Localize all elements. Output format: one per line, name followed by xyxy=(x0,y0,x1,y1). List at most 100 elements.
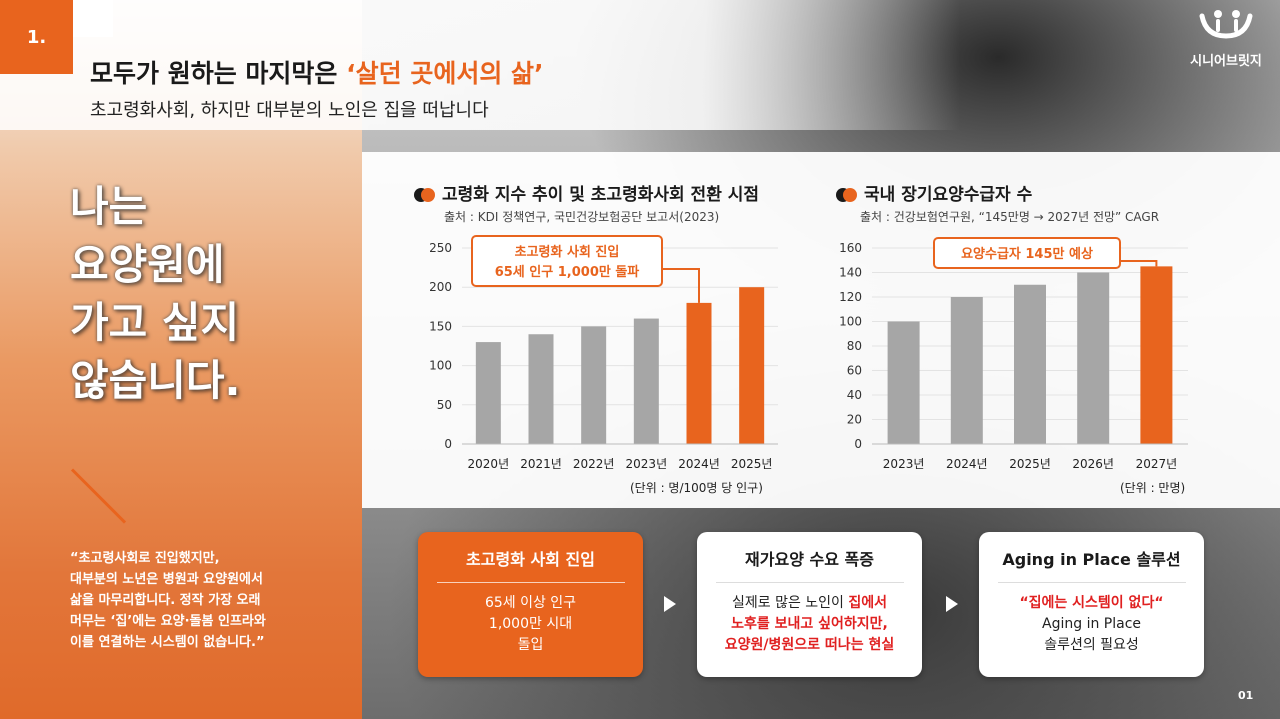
title-prefix: 모두가 원하는 마지막은 xyxy=(90,59,347,88)
bar xyxy=(475,342,501,444)
y-tick-label: 60 xyxy=(847,364,862,378)
callout-text: 65세 인구 1,000만 돌파 xyxy=(495,264,640,280)
quote-line: 대부분의 노년은 병원과 요양원에서 xyxy=(70,572,263,587)
card-1-body: 65세 이상 인구 1,000만 시대 돌입 xyxy=(418,593,643,656)
chart-2-title: 국내 장기요양수급자 수 xyxy=(836,180,1032,205)
y-tick-label: 40 xyxy=(847,388,862,402)
chart-1-svg: 0 50 100 150 200 250 2020년 2021년 2022년 2023년 2024년… xyxy=(429,235,778,471)
y-tick-label: 100 xyxy=(429,359,452,373)
bullet-dots-icon xyxy=(836,188,858,202)
card-text: 실제로 많은 노인이 xyxy=(731,595,849,611)
y-tick-label: 100 xyxy=(839,315,862,329)
card-divider xyxy=(715,582,904,583)
bar xyxy=(1140,266,1173,444)
page-title: 모두가 원하는 마지막은 ‘살던 곳에서의 삶’ xyxy=(90,54,544,90)
card-line: 돌입 xyxy=(517,637,544,653)
quote-line: 삶을 마무리합니다. 정작 가장 오래 xyxy=(70,593,261,608)
y-tick-label: 0 xyxy=(444,437,452,451)
card-emphasis: “집에는 시스템이 없다“ xyxy=(1019,595,1164,611)
y-tick-label: 120 xyxy=(839,290,862,304)
chart-1-title: 고령화 지수 추이 및 초고령화사회 전환 시점 xyxy=(414,180,759,205)
card-emphasis: 집에서 xyxy=(848,595,888,611)
title-highlight: ‘살던 곳에서의 삶’ xyxy=(346,59,544,88)
x-tick-label: 2025년 xyxy=(731,457,773,471)
card-line: 1,000만 시대 xyxy=(488,616,573,632)
section-number: 1. xyxy=(0,0,73,74)
card-emphasis: 요양원/병원으로 떠나는 현실 xyxy=(724,637,895,653)
card-line: 65세 이상 인구 xyxy=(484,595,577,611)
card-line: 솔루션의 필요성 xyxy=(1044,637,1139,653)
headline-line: 요양원에 xyxy=(70,240,225,289)
callout-box xyxy=(933,237,1121,269)
card-2-body: 실제로 많은 노인이 집에서 노후를 보내고 싶어하지만, 요양원/병원으로 떠… xyxy=(697,593,922,656)
x-tick-label: 2024년 xyxy=(678,457,720,471)
bar xyxy=(950,297,983,444)
headline-statement: 나는 요양원에 가고 싶지 않습니다. xyxy=(70,178,241,410)
card-divider xyxy=(436,582,625,583)
bar xyxy=(581,326,607,444)
chart-2-title-text: 국내 장기요양수급자 수 xyxy=(864,185,1033,205)
x-tick-label: 2027년 xyxy=(1136,457,1178,471)
bar xyxy=(686,302,712,444)
x-tick-label: 2023년 xyxy=(626,457,668,471)
bar xyxy=(633,318,659,444)
y-tick-label: 80 xyxy=(847,339,862,353)
callout-text: 초고령화 사회 진입 xyxy=(515,244,620,260)
card-line: 실제로 많은 노인이 집에서 xyxy=(697,593,922,614)
chart-2-source: 출처 : 건강보험연구원, “145만명 → 2027년 전망” CAGR xyxy=(860,210,1160,224)
arrow-right-icon xyxy=(664,596,676,612)
section-number-accent xyxy=(73,0,113,37)
card-aging-in-place: Aging in Place 솔루션 “집에는 시스템이 없다“ Aging i… xyxy=(979,532,1204,677)
y-tick-label: 0 xyxy=(854,437,862,451)
card-divider xyxy=(997,582,1186,583)
bar xyxy=(739,287,765,444)
chart-1-title-text: 고령화 지수 추이 및 초고령화사회 전환 시점 xyxy=(442,185,760,205)
card-home-care-demand: 재가요양 수요 폭증 실제로 많은 노인이 집에서 노후를 보내고 싶어하지만,… xyxy=(697,532,922,677)
card-2-title: 재가요양 수요 폭증 xyxy=(745,550,874,569)
logo-icon xyxy=(1199,10,1253,39)
y-tick-label: 200 xyxy=(429,280,452,294)
y-tick-label: 150 xyxy=(429,319,452,333)
headline-line: 않습니다. xyxy=(70,356,241,405)
arrow-right-icon xyxy=(946,596,958,612)
logo: 시니어브릿지 xyxy=(1180,8,1272,70)
bar xyxy=(1077,272,1110,444)
card-super-aged-society: 초고령화 사회 진입 65세 이상 인구 1,000만 시대 돌입 xyxy=(418,532,643,677)
x-tick-label: 2023년 xyxy=(883,457,925,471)
card-3-body: “집에는 시스템이 없다“ Aging in Place 솔루션의 필요성 xyxy=(979,593,1204,656)
quote-line: “초고령사회로 진입했지만, xyxy=(70,551,220,566)
x-tick-label: 2021년 xyxy=(520,457,562,471)
quote-line: 머무는 ‘집’에는 요양·돌봄 인프라와 xyxy=(70,614,266,629)
callout-box xyxy=(471,235,663,287)
chart-panel: 고령화 지수 추이 및 초고령화사회 전환 시점 출처 : KDI 정책연구, … xyxy=(362,152,1280,508)
card-line: Aging in Place xyxy=(1042,616,1141,632)
y-tick-label: 160 xyxy=(839,241,862,255)
callout-connector xyxy=(662,268,700,303)
card-emphasis: 노후를 보내고 싶어하지만, xyxy=(731,616,888,632)
callout-connector xyxy=(1120,260,1158,267)
bar xyxy=(887,321,920,444)
bullet-dots-icon xyxy=(414,188,436,202)
bar xyxy=(1014,284,1046,444)
x-tick-label: 2020년 xyxy=(468,457,510,471)
y-tick-label: 50 xyxy=(437,398,452,412)
quote-line: 이를 연결하는 시스템이 없습니다.” xyxy=(70,635,265,650)
chart-2-svg: 0 20 40 60 80 100 120 140 160 2023년 2024년 2025년 2026… xyxy=(839,237,1188,471)
logo-text: 시니어브릿지 xyxy=(1190,54,1262,69)
x-tick-label: 2024년 xyxy=(946,457,988,471)
headline-line: 나는 xyxy=(70,182,148,231)
headline-line: 가고 싶지 xyxy=(70,298,240,347)
y-tick-label: 140 xyxy=(839,266,862,280)
chart-2-unit: (단위 : 만명) xyxy=(1120,481,1186,495)
card-3-title: Aging in Place 솔루션 xyxy=(1002,550,1181,569)
callout-text: 요양수급자 145만 예상 xyxy=(961,246,1093,262)
x-tick-label: 2022년 xyxy=(573,457,615,471)
chart-1-unit: (단위 : 명/100명 당 인구) xyxy=(630,481,763,495)
quote-text: “초고령사회로 진입했지만, 대부분의 노년은 병원과 요양원에서 삶을 마무리… xyxy=(70,548,350,653)
y-tick-label: 20 xyxy=(847,413,862,427)
chart-1-source: 출처 : KDI 정책연구, 국민건강보험공단 보고서(2023) xyxy=(444,210,720,224)
page-number: 01 xyxy=(1238,689,1254,702)
page-subtitle: 초고령화사회, 하지만 대부분의 노인은 집을 떠납니다 xyxy=(90,100,489,121)
card-1-title: 초고령화 사회 진입 xyxy=(466,550,595,569)
bar xyxy=(528,334,554,444)
